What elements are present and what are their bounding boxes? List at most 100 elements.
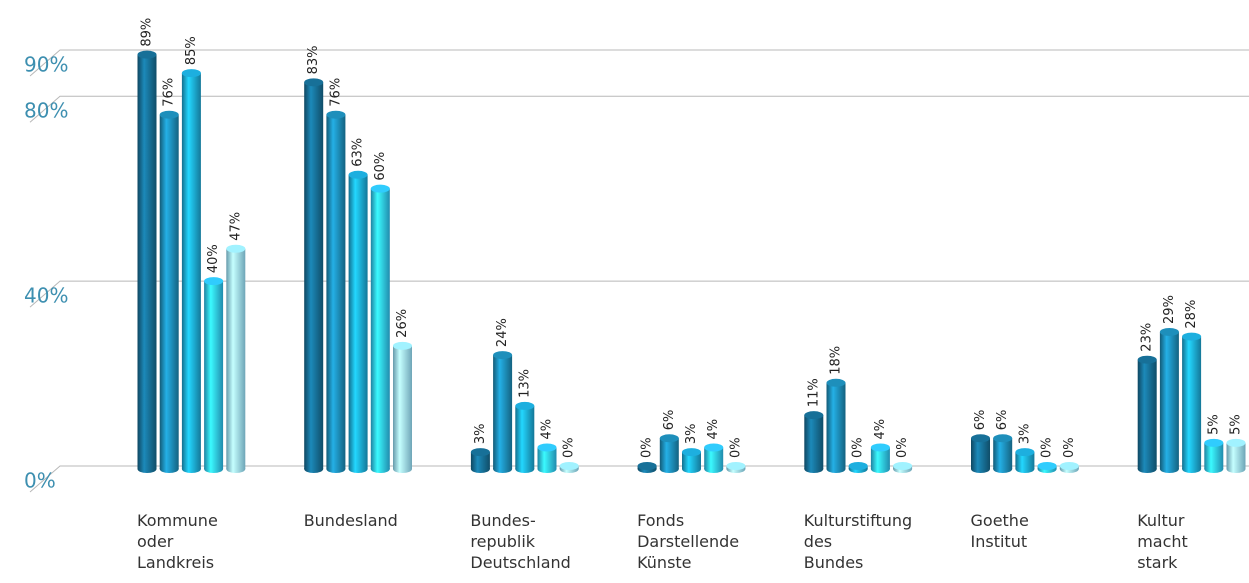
x-tick-label: Kulturstiftung des Bundes xyxy=(803,511,913,572)
bar-cap xyxy=(304,78,324,87)
bar xyxy=(515,405,535,469)
value-label: 83% xyxy=(306,45,321,74)
value-label: 40% xyxy=(206,244,221,273)
value-label: 3% xyxy=(1017,424,1032,445)
bar xyxy=(226,248,246,469)
bar-base xyxy=(470,465,490,473)
bar-base xyxy=(304,465,324,473)
bar-cap xyxy=(393,341,412,350)
bar-cap xyxy=(971,434,990,443)
bar-base xyxy=(1226,465,1246,473)
value-label: 0% xyxy=(728,437,743,458)
value-label: 6% xyxy=(995,410,1010,431)
bar-cap xyxy=(1059,462,1079,470)
value-label: 23% xyxy=(1140,323,1155,352)
bar-base xyxy=(515,465,535,473)
value-label: 4% xyxy=(873,419,888,440)
bar xyxy=(304,82,324,469)
value-label: 3% xyxy=(473,424,488,445)
value-label: 85% xyxy=(184,36,199,65)
bar-cap xyxy=(137,50,157,59)
bar-cap xyxy=(1226,438,1246,447)
bar xyxy=(870,447,890,469)
bar xyxy=(1204,442,1224,469)
bar xyxy=(682,452,701,469)
value-label: 18% xyxy=(829,346,844,375)
bar-cap xyxy=(470,448,490,457)
bar-base xyxy=(204,465,224,473)
bar xyxy=(1015,452,1035,469)
bar xyxy=(493,355,513,469)
x-tick-label: Bundes-republik Deutschland xyxy=(470,511,571,572)
value-label: 11% xyxy=(806,378,821,407)
bar-cap xyxy=(326,110,346,119)
value-label: 5% xyxy=(1229,414,1244,435)
bar-cap xyxy=(559,462,579,470)
bar xyxy=(704,447,724,469)
bar-base xyxy=(704,465,724,473)
bar-base xyxy=(370,465,390,473)
bar-base xyxy=(537,465,557,473)
bar-cap xyxy=(637,462,657,470)
bar xyxy=(370,188,390,469)
bar-cap xyxy=(826,378,846,387)
bar-cap xyxy=(159,110,179,119)
value-label: 76% xyxy=(162,78,177,107)
bar-base xyxy=(326,465,346,473)
bar-base xyxy=(682,465,701,473)
bar-cap xyxy=(870,443,890,452)
bar-base xyxy=(348,465,368,473)
bar-cap xyxy=(704,443,724,452)
bar xyxy=(393,345,412,469)
grid-line xyxy=(29,49,1249,77)
value-label: 24% xyxy=(495,318,510,347)
x-tick-label: Bundesland xyxy=(303,511,398,530)
bar-cap xyxy=(682,448,701,457)
bar-base xyxy=(870,465,890,473)
bar xyxy=(348,174,368,470)
grid-line xyxy=(29,280,1249,308)
bar xyxy=(1159,331,1179,469)
x-tick-label: Goethe Institut xyxy=(970,511,1029,551)
bar xyxy=(470,452,490,469)
bar xyxy=(1226,442,1246,469)
value-label: 3% xyxy=(684,424,699,445)
bar-cap xyxy=(1015,448,1035,457)
bar-cap xyxy=(493,351,513,360)
bar xyxy=(1137,359,1157,469)
bar xyxy=(159,114,179,469)
bar xyxy=(826,382,846,469)
bar xyxy=(326,114,346,469)
bar-cap xyxy=(726,462,746,470)
value-label: 6% xyxy=(973,410,988,431)
bar-base xyxy=(993,465,1013,473)
bar-base xyxy=(493,465,513,473)
value-label: 89% xyxy=(140,18,155,47)
value-label: 28% xyxy=(1184,300,1199,329)
bar-base xyxy=(159,465,179,473)
bar-base xyxy=(659,465,679,473)
bar-base xyxy=(1015,465,1035,473)
x-tick-label: Kommune oder Landkreis xyxy=(137,511,218,572)
bar-cap xyxy=(804,411,824,420)
value-label: 0% xyxy=(1040,437,1055,458)
bar-base xyxy=(804,465,824,473)
bar-base xyxy=(393,465,412,473)
value-label: 63% xyxy=(351,138,366,167)
grid-line xyxy=(29,95,1249,123)
bar xyxy=(804,415,824,469)
bar-cap xyxy=(848,462,868,470)
value-label: 76% xyxy=(328,78,343,107)
bar-base xyxy=(1204,465,1224,473)
bar-cap xyxy=(537,443,557,452)
value-label: 13% xyxy=(517,369,532,398)
value-label: 0% xyxy=(562,437,577,458)
bar-base xyxy=(226,465,246,473)
bar-cap xyxy=(515,401,535,410)
value-label: 4% xyxy=(540,419,555,440)
value-label: 47% xyxy=(228,212,243,241)
y-tick-label: 80% xyxy=(24,99,68,123)
bar xyxy=(137,54,157,469)
bar-base xyxy=(181,465,201,473)
